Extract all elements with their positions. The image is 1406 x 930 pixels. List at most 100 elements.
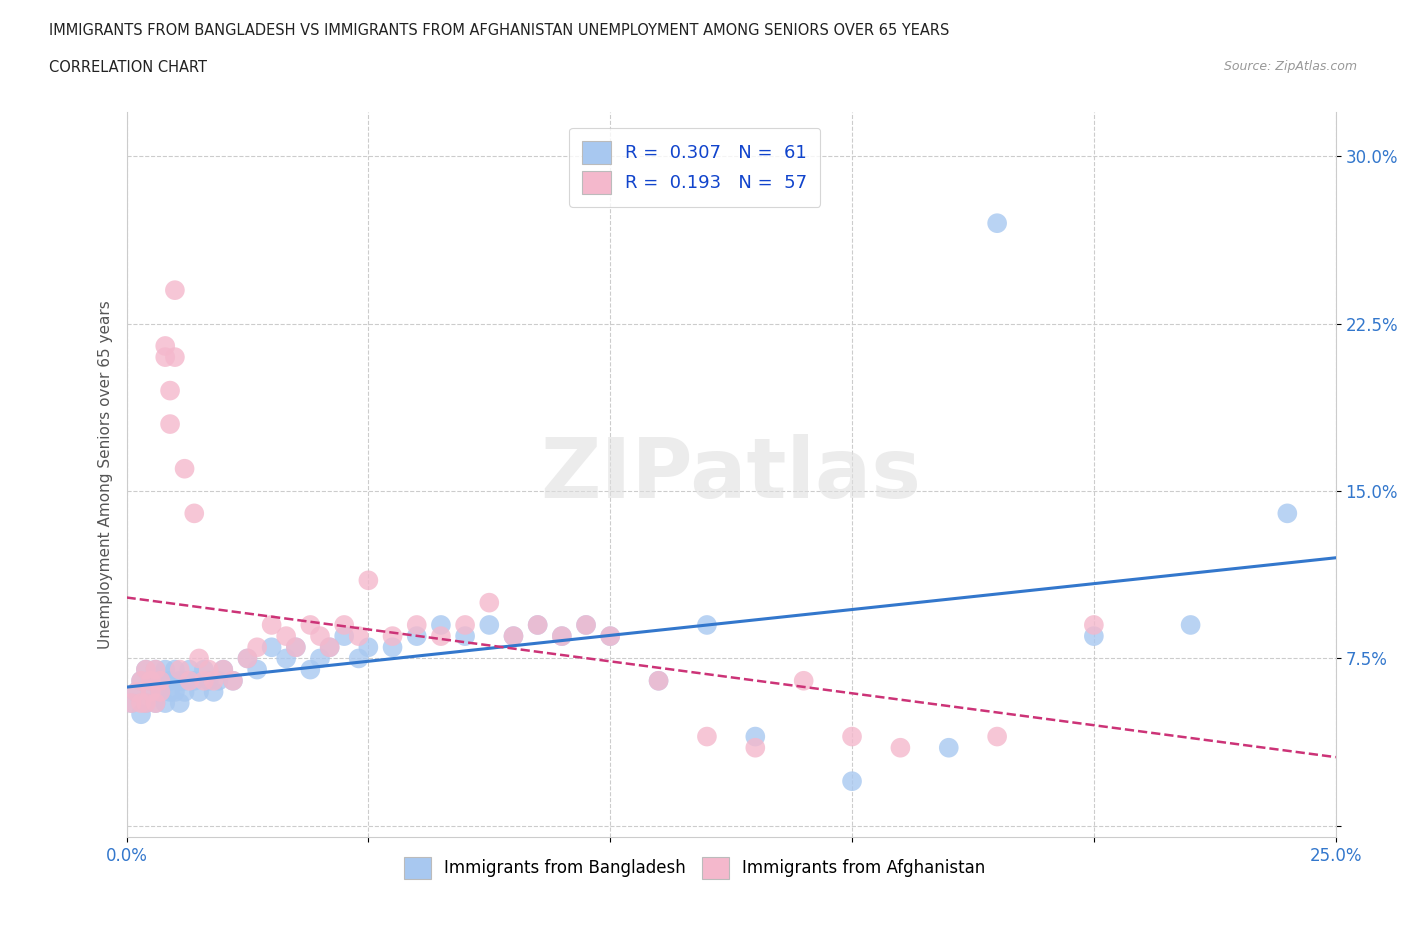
Point: [889, 740, 911, 755]
Point: [260, 618, 283, 632]
Point: [381, 629, 404, 644]
Point: [179, 662, 201, 677]
Point: [145, 662, 167, 677]
Point: [478, 595, 501, 610]
Point: [139, 684, 162, 699]
Point: [1277, 506, 1299, 521]
Point: [276, 629, 298, 644]
Point: [120, 696, 142, 711]
Point: [696, 729, 718, 744]
Point: [246, 662, 269, 677]
Y-axis label: Unemployment Among Seniors over 65 years: Unemployment Among Seniors over 65 years: [97, 300, 112, 649]
Point: [276, 651, 298, 666]
Point: [129, 707, 152, 722]
Point: [163, 662, 186, 677]
Point: [159, 417, 181, 432]
Point: [551, 629, 574, 644]
Point: [129, 696, 152, 711]
Point: [454, 618, 477, 632]
Point: [135, 662, 157, 677]
Point: [159, 673, 181, 688]
Point: [405, 629, 427, 644]
Point: [526, 618, 548, 632]
Point: [129, 673, 152, 688]
Point: [986, 729, 1008, 744]
Point: [125, 684, 148, 699]
Point: [236, 651, 259, 666]
Text: IMMIGRANTS FROM BANGLADESH VS IMMIGRANTS FROM AFGHANISTAN UNEMPLOYMENT AMONG SEN: IMMIGRANTS FROM BANGLADESH VS IMMIGRANTS…: [49, 23, 949, 38]
Point: [502, 629, 524, 644]
Point: [793, 673, 815, 688]
Point: [145, 662, 167, 677]
Point: [405, 618, 427, 632]
Point: [125, 684, 148, 699]
Point: [526, 618, 548, 632]
Point: [193, 662, 215, 677]
Point: [139, 684, 162, 699]
Point: [169, 662, 191, 677]
Point: [347, 651, 370, 666]
Point: [309, 629, 332, 644]
Text: ZIPatlas: ZIPatlas: [541, 433, 921, 515]
Point: [202, 684, 225, 699]
Point: [260, 640, 283, 655]
Point: [159, 383, 181, 398]
Point: [135, 662, 157, 677]
Point: [207, 673, 229, 688]
Point: [183, 506, 205, 521]
Point: [347, 629, 370, 644]
Point: [155, 350, 177, 365]
Point: [309, 651, 332, 666]
Point: [551, 629, 574, 644]
Point: [193, 673, 215, 688]
Point: [149, 684, 172, 699]
Point: [333, 629, 356, 644]
Text: Source: ZipAtlas.com: Source: ZipAtlas.com: [1223, 60, 1357, 73]
Point: [155, 339, 177, 353]
Point: [986, 216, 1008, 231]
Point: [454, 629, 477, 644]
Point: [173, 684, 195, 699]
Point: [222, 673, 245, 688]
Point: [647, 673, 669, 688]
Point: [145, 696, 167, 711]
Point: [841, 729, 863, 744]
Point: [197, 662, 219, 677]
Point: [149, 673, 172, 688]
Point: [599, 629, 621, 644]
Point: [318, 640, 340, 655]
Point: [284, 640, 307, 655]
Point: [183, 673, 205, 688]
Point: [430, 618, 453, 632]
Point: [575, 618, 598, 632]
Point: [647, 673, 669, 688]
Point: [599, 629, 621, 644]
Point: [1083, 629, 1105, 644]
Point: [333, 618, 356, 632]
Point: [357, 573, 380, 588]
Point: [173, 673, 195, 688]
Point: [1083, 618, 1105, 632]
Point: [1180, 618, 1202, 632]
Point: [135, 696, 157, 711]
Point: [202, 673, 225, 688]
Point: [575, 618, 598, 632]
Point: [135, 696, 157, 711]
Point: [155, 696, 177, 711]
Text: CORRELATION CHART: CORRELATION CHART: [49, 60, 207, 75]
Point: [502, 629, 524, 644]
Point: [318, 640, 340, 655]
Point: [284, 640, 307, 655]
Point: [212, 662, 235, 677]
Point: [173, 461, 195, 476]
Point: [169, 696, 191, 711]
Point: [197, 673, 219, 688]
Point: [222, 673, 245, 688]
Point: [744, 729, 766, 744]
Point: [149, 673, 172, 688]
Point: [357, 640, 380, 655]
Point: [163, 684, 186, 699]
Point: [145, 696, 167, 711]
Point: [120, 696, 142, 711]
Point: [155, 662, 177, 677]
